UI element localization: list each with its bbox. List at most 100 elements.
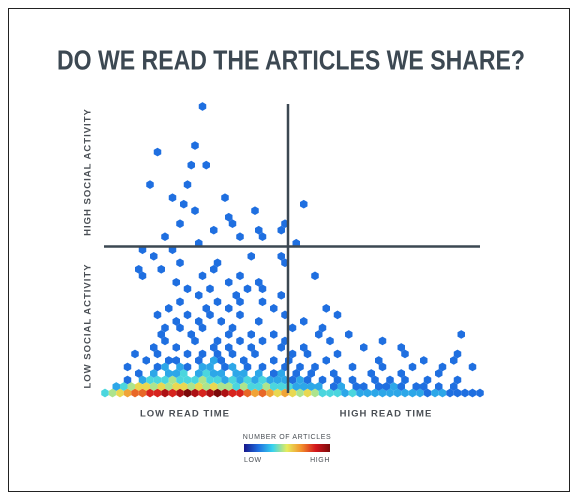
legend-high: HIGH bbox=[310, 457, 330, 464]
hex bbox=[228, 349, 237, 359]
hex bbox=[397, 382, 405, 391]
hex bbox=[348, 375, 357, 385]
hex bbox=[168, 193, 177, 202]
hex bbox=[401, 388, 409, 398]
hex bbox=[476, 388, 484, 398]
hex bbox=[277, 382, 285, 391]
hex bbox=[408, 362, 417, 372]
hex bbox=[195, 356, 203, 365]
hex bbox=[210, 264, 218, 274]
hex bbox=[378, 362, 387, 372]
hex bbox=[206, 388, 214, 398]
hex bbox=[247, 382, 255, 391]
hex bbox=[131, 388, 139, 398]
hex bbox=[183, 310, 192, 320]
hex bbox=[228, 362, 237, 372]
hex bbox=[183, 349, 192, 359]
hex bbox=[202, 382, 210, 391]
hex bbox=[277, 225, 285, 235]
hex bbox=[255, 317, 263, 326]
hex bbox=[161, 232, 169, 242]
hex bbox=[157, 264, 165, 274]
hex bbox=[195, 291, 203, 300]
chart-title: DO WE READ THE ARTICLES WE SHARE? bbox=[57, 44, 525, 75]
hex bbox=[191, 141, 199, 150]
hex bbox=[165, 369, 173, 378]
hex bbox=[322, 304, 330, 313]
hex bbox=[303, 349, 312, 359]
hex bbox=[150, 382, 158, 391]
hex bbox=[176, 375, 184, 385]
hex bbox=[401, 375, 409, 385]
hex bbox=[187, 160, 195, 170]
hex bbox=[210, 225, 218, 235]
hex bbox=[176, 323, 184, 333]
hex bbox=[288, 323, 297, 333]
hex bbox=[176, 297, 184, 307]
hex bbox=[221, 193, 229, 202]
hex bbox=[333, 388, 342, 398]
legend-colorbar bbox=[244, 444, 330, 452]
hex bbox=[153, 375, 162, 385]
hex bbox=[251, 375, 259, 385]
hex bbox=[247, 330, 255, 339]
hex bbox=[431, 388, 439, 398]
hex bbox=[300, 317, 308, 326]
hex bbox=[161, 362, 169, 372]
hex bbox=[123, 388, 132, 398]
hex bbox=[468, 388, 477, 398]
hex bbox=[363, 388, 372, 398]
hex bbox=[146, 180, 154, 189]
hex bbox=[360, 382, 368, 391]
hex bbox=[307, 369, 315, 378]
hex bbox=[165, 304, 173, 313]
hex bbox=[288, 375, 297, 385]
hex bbox=[270, 356, 278, 365]
hex bbox=[262, 382, 270, 391]
hex bbox=[390, 382, 398, 391]
hex bbox=[292, 369, 300, 378]
hex bbox=[296, 375, 304, 385]
hex bbox=[228, 375, 237, 385]
hex bbox=[206, 375, 214, 385]
hex bbox=[318, 323, 327, 333]
hex bbox=[311, 271, 319, 281]
hex bbox=[183, 362, 192, 372]
hex bbox=[176, 258, 184, 268]
hex bbox=[300, 382, 308, 391]
hex bbox=[303, 375, 312, 385]
hex bbox=[221, 375, 229, 385]
hex bbox=[375, 382, 383, 391]
hex bbox=[371, 375, 379, 385]
hex bbox=[318, 388, 327, 398]
hex bbox=[348, 388, 357, 398]
hex bbox=[258, 388, 267, 398]
hex bbox=[138, 271, 147, 281]
legend-title: NUMBER OF ARTICLES bbox=[243, 434, 331, 441]
hex bbox=[108, 388, 117, 398]
hex bbox=[116, 388, 124, 398]
hex bbox=[453, 388, 462, 398]
hex bbox=[157, 382, 165, 391]
hex bbox=[251, 206, 259, 216]
hex bbox=[408, 388, 417, 398]
hex bbox=[210, 382, 218, 391]
hex bbox=[180, 369, 188, 378]
hex bbox=[240, 369, 248, 378]
hex bbox=[195, 382, 203, 391]
hex bbox=[322, 356, 330, 365]
hex bbox=[217, 369, 225, 378]
hex bbox=[225, 212, 233, 222]
hex bbox=[153, 147, 162, 157]
hex bbox=[180, 199, 188, 209]
hex bbox=[198, 323, 207, 333]
hex bbox=[326, 388, 334, 398]
hex bbox=[296, 362, 304, 372]
hex bbox=[183, 375, 192, 385]
hex bbox=[255, 277, 263, 287]
hex bbox=[112, 382, 120, 391]
hex bbox=[461, 388, 469, 398]
hex bbox=[153, 349, 162, 359]
hex bbox=[172, 317, 180, 326]
hex bbox=[153, 388, 162, 398]
